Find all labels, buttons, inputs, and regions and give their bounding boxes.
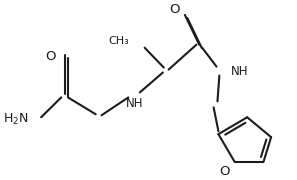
Text: CH₃: CH₃: [108, 36, 129, 46]
Text: O: O: [219, 165, 230, 178]
Text: NH: NH: [126, 97, 144, 110]
Text: O: O: [170, 3, 180, 16]
Text: NH: NH: [231, 65, 248, 78]
Text: $\mathregular{H_2N}$: $\mathregular{H_2N}$: [3, 112, 29, 127]
Text: O: O: [45, 50, 56, 63]
